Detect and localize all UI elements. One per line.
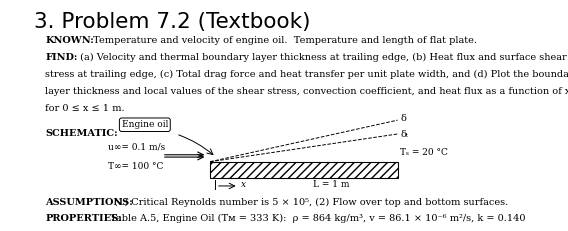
Text: T∞= 100 °C: T∞= 100 °C	[108, 162, 163, 171]
Text: δₜ: δₜ	[400, 130, 408, 139]
Text: for 0 ≤ x ≤ 1 m.: for 0 ≤ x ≤ 1 m.	[45, 104, 125, 113]
Text: (a) Velocity and thermal boundary layer thickness at trailing edge, (b) Heat flu: (a) Velocity and thermal boundary layer …	[77, 53, 566, 62]
Text: PROPERTIES:: PROPERTIES:	[45, 214, 122, 223]
Text: Tₛ = 20 °C: Tₛ = 20 °C	[400, 148, 448, 157]
Text: KNOWN:: KNOWN:	[45, 36, 94, 45]
Bar	[210, 162, 398, 178]
Text: Engine oil: Engine oil	[122, 120, 168, 129]
Text: x: x	[241, 180, 247, 189]
Text: FIND:: FIND:	[45, 53, 78, 62]
Text: SCHEMATIC:: SCHEMATIC:	[45, 129, 118, 138]
Text: L = 1 m: L = 1 m	[314, 180, 350, 189]
Text: u∞= 0.1 m/s: u∞= 0.1 m/s	[108, 142, 165, 151]
Text: ASSUMPTIONS:: ASSUMPTIONS:	[45, 198, 133, 207]
Text: Temperature and velocity of engine oil.  Temperature and length of flat plate.: Temperature and velocity of engine oil. …	[90, 36, 477, 45]
Text: Table A.5, Engine Oil (Tᴍ = 333 K):  ρ = 864 kg/m³, v = 86.1 × 10⁻⁶ m²/s, k = 0.: Table A.5, Engine Oil (Tᴍ = 333 K): ρ = …	[107, 214, 525, 223]
Text: layer thickness and local values of the shear stress, convection coefficient, an: layer thickness and local values of the …	[45, 87, 568, 96]
Text: stress at trailing edge, (c) Total drag force and heat transfer per unit plate w: stress at trailing edge, (c) Total drag …	[45, 70, 568, 79]
Text: 3. Problem 7.2 (Textbook): 3. Problem 7.2 (Textbook)	[34, 12, 311, 32]
Text: (1) Critical Reynolds number is 5 × 10⁵, (2) Flow over top and bottom surfaces.: (1) Critical Reynolds number is 5 × 10⁵,…	[111, 198, 508, 207]
Text: δ: δ	[400, 115, 406, 123]
